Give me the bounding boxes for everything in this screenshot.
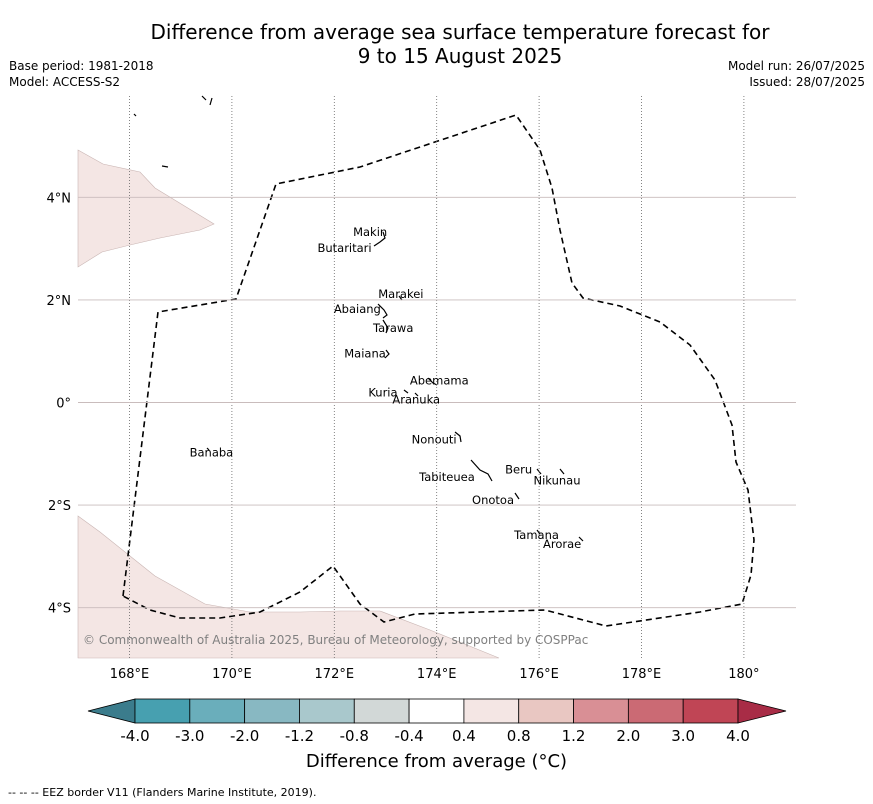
colorbar-segment [628, 699, 683, 723]
longitude-tick-label: 178°E [622, 667, 662, 682]
colorbar-tick-label: 0.4 [452, 727, 476, 745]
latitude-tick-label: 2°N [47, 294, 72, 309]
colorbar-segment [519, 699, 574, 723]
longitude-tick-label: 180° [728, 667, 759, 682]
colorbar-tick-label: -2.0 [230, 727, 259, 745]
warm-anomaly-region-north [78, 150, 214, 267]
colorbar: -4.0 -3.0 -2.0 -1.2 -0.8 -0.4 0.4 0.8 1.2 2.0 3.0 4… [88, 699, 786, 745]
place-label: Maiana [344, 346, 386, 360]
longitude-tick-label: 176°E [519, 667, 559, 682]
longitude-tick-label: 174°E [417, 667, 457, 682]
longitude-tick-label: 168°E [110, 667, 150, 682]
colorbar-label: Difference from average (°C) [0, 751, 873, 772]
place-label: Aranuka [392, 393, 440, 407]
copyright-notice: © Commonwealth of Australia 2025, Bureau… [83, 633, 588, 647]
colorbar-tick-label: 3.0 [671, 727, 695, 745]
latitude-tick-label: 2°S [48, 499, 71, 514]
place-label: Nonouti [412, 433, 457, 447]
colorbar-segment [135, 699, 190, 723]
map-figure: Makin Butaritari MarakeiAbaiang Tarawa Maian… [0, 0, 873, 804]
place-label: Tabiteuea [418, 470, 475, 484]
colorbar-segment [299, 699, 354, 723]
place-label: Marakei [378, 287, 423, 301]
eez-border [123, 115, 754, 626]
colorbar-tick-label: -4.0 [120, 727, 149, 745]
place-label: Butaritari [317, 241, 371, 255]
place-label: Nikunau [534, 474, 581, 488]
colorbar-tick-label: -0.4 [394, 727, 423, 745]
colorbar-extend-high [738, 699, 786, 723]
longitude-tick-label: 172°E [315, 667, 355, 682]
colorbar-tick-label: 0.8 [507, 727, 531, 745]
colorbar-segment [190, 699, 245, 723]
colorbar-tick-label: -1.2 [285, 727, 314, 745]
colorbar-segment [683, 699, 738, 723]
latitude-tick-label: 0° [56, 397, 71, 412]
colorbar-tick-label: -0.8 [340, 727, 369, 745]
colorbar-tick-label: -3.0 [175, 727, 204, 745]
place-label: Abemama [410, 374, 469, 388]
latitude-tick-label: 4°S [48, 602, 71, 617]
colorbar-segment [574, 699, 629, 723]
latitude-tick-label: 4°N [47, 191, 72, 206]
colorbar-tick-label: 1.2 [562, 727, 586, 745]
place-label: Abaiang [334, 302, 381, 316]
colorbar-tick-label: 4.0 [726, 727, 750, 745]
place-label: Beru [505, 462, 532, 476]
place-label: Tarawa [372, 321, 413, 335]
colorbar-segment [409, 699, 464, 723]
place-label: Arorae [543, 537, 581, 551]
colorbar-extend-low [88, 699, 135, 723]
place-label: Banaba [190, 445, 234, 459]
colorbar-segment [245, 699, 300, 723]
place-label: Makin [353, 225, 387, 239]
eez-footer-note: -- -- -- EEZ border V11 (Flanders Marine… [8, 786, 316, 799]
colorbar-tick-label: 2.0 [616, 727, 640, 745]
colorbar-segment [464, 699, 519, 723]
place-label: Onotoa [472, 493, 514, 507]
longitude-tick-label: 170°E [212, 667, 252, 682]
colorbar-segment [354, 699, 409, 723]
